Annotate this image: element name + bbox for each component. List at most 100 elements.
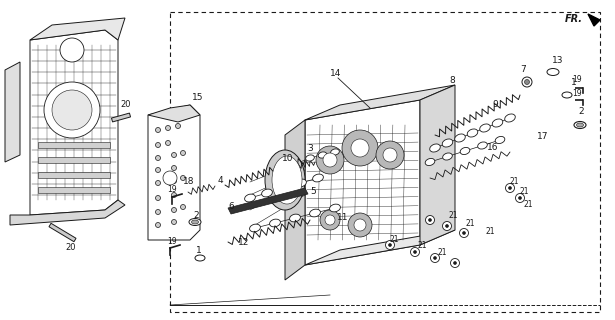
Circle shape bbox=[165, 140, 170, 146]
Circle shape bbox=[515, 194, 525, 203]
Text: 5: 5 bbox=[310, 187, 315, 196]
Ellipse shape bbox=[265, 150, 305, 210]
Text: 19: 19 bbox=[572, 89, 582, 98]
Text: 21: 21 bbox=[418, 241, 427, 250]
Text: 15: 15 bbox=[192, 93, 204, 102]
Circle shape bbox=[156, 180, 161, 186]
Ellipse shape bbox=[189, 219, 201, 226]
Text: 21: 21 bbox=[520, 187, 530, 196]
Ellipse shape bbox=[261, 189, 272, 197]
Ellipse shape bbox=[480, 124, 490, 132]
Circle shape bbox=[430, 253, 440, 262]
Text: 21: 21 bbox=[449, 211, 459, 220]
Circle shape bbox=[342, 130, 378, 166]
Circle shape bbox=[445, 225, 448, 228]
Circle shape bbox=[156, 127, 161, 132]
Ellipse shape bbox=[425, 158, 435, 165]
Circle shape bbox=[506, 183, 515, 193]
Circle shape bbox=[325, 215, 335, 225]
Ellipse shape bbox=[443, 153, 452, 160]
Circle shape bbox=[180, 150, 186, 156]
Circle shape bbox=[434, 257, 437, 260]
Polygon shape bbox=[305, 230, 455, 265]
Circle shape bbox=[376, 141, 404, 169]
Ellipse shape bbox=[306, 155, 314, 161]
Circle shape bbox=[156, 167, 161, 172]
Ellipse shape bbox=[250, 224, 260, 232]
Polygon shape bbox=[305, 100, 420, 265]
Text: 10: 10 bbox=[282, 154, 293, 163]
Circle shape bbox=[354, 219, 366, 231]
Ellipse shape bbox=[312, 174, 323, 182]
Bar bbox=[170, 12, 600, 312]
Bar bbox=[38, 157, 110, 163]
Text: 7: 7 bbox=[520, 65, 526, 74]
Circle shape bbox=[172, 220, 177, 225]
Polygon shape bbox=[111, 113, 130, 122]
Circle shape bbox=[175, 124, 180, 129]
Ellipse shape bbox=[454, 134, 466, 142]
Circle shape bbox=[462, 231, 466, 235]
Text: 3: 3 bbox=[307, 144, 313, 153]
Ellipse shape bbox=[495, 136, 505, 144]
Ellipse shape bbox=[290, 214, 300, 222]
Circle shape bbox=[156, 222, 161, 228]
Ellipse shape bbox=[574, 122, 586, 129]
Circle shape bbox=[389, 244, 392, 246]
Ellipse shape bbox=[309, 209, 320, 217]
Text: 4: 4 bbox=[218, 176, 224, 185]
Text: 14: 14 bbox=[330, 69, 341, 78]
Text: 13: 13 bbox=[552, 56, 563, 65]
Circle shape bbox=[172, 207, 177, 212]
Ellipse shape bbox=[460, 148, 470, 155]
Text: 11: 11 bbox=[337, 213, 349, 222]
Text: 9: 9 bbox=[492, 100, 498, 109]
Ellipse shape bbox=[478, 142, 487, 149]
Circle shape bbox=[451, 259, 459, 268]
Text: 17: 17 bbox=[537, 132, 549, 141]
Text: 12: 12 bbox=[238, 238, 249, 247]
Text: 2: 2 bbox=[578, 107, 584, 116]
Ellipse shape bbox=[331, 149, 339, 155]
Circle shape bbox=[386, 241, 394, 250]
Ellipse shape bbox=[191, 220, 199, 224]
Polygon shape bbox=[148, 105, 200, 240]
Circle shape bbox=[509, 187, 512, 189]
Circle shape bbox=[156, 196, 161, 201]
Circle shape bbox=[429, 219, 432, 221]
Circle shape bbox=[156, 142, 161, 148]
Circle shape bbox=[413, 251, 416, 253]
Text: 1: 1 bbox=[196, 246, 202, 255]
Ellipse shape bbox=[279, 184, 290, 192]
Circle shape bbox=[172, 153, 177, 157]
Circle shape bbox=[44, 82, 100, 138]
Bar bbox=[38, 187, 110, 193]
Ellipse shape bbox=[442, 139, 453, 147]
Text: 19: 19 bbox=[167, 237, 177, 246]
Ellipse shape bbox=[492, 119, 503, 127]
Circle shape bbox=[410, 247, 419, 257]
Polygon shape bbox=[148, 105, 200, 122]
Ellipse shape bbox=[269, 219, 280, 227]
Circle shape bbox=[351, 139, 369, 157]
Circle shape bbox=[383, 148, 397, 162]
Circle shape bbox=[60, 38, 84, 62]
Circle shape bbox=[163, 171, 177, 185]
Circle shape bbox=[180, 204, 186, 210]
Ellipse shape bbox=[576, 123, 584, 127]
Bar bbox=[38, 142, 110, 148]
Text: 20: 20 bbox=[120, 100, 130, 109]
Polygon shape bbox=[30, 30, 118, 215]
Circle shape bbox=[426, 215, 435, 225]
Circle shape bbox=[320, 210, 340, 230]
Polygon shape bbox=[5, 62, 20, 162]
Polygon shape bbox=[10, 200, 125, 225]
Circle shape bbox=[443, 221, 451, 230]
Circle shape bbox=[453, 261, 456, 265]
Circle shape bbox=[156, 156, 161, 161]
Ellipse shape bbox=[296, 179, 306, 187]
Text: 19: 19 bbox=[572, 75, 582, 84]
Polygon shape bbox=[228, 188, 308, 214]
Text: 18: 18 bbox=[183, 177, 194, 186]
Text: 21: 21 bbox=[510, 177, 520, 186]
